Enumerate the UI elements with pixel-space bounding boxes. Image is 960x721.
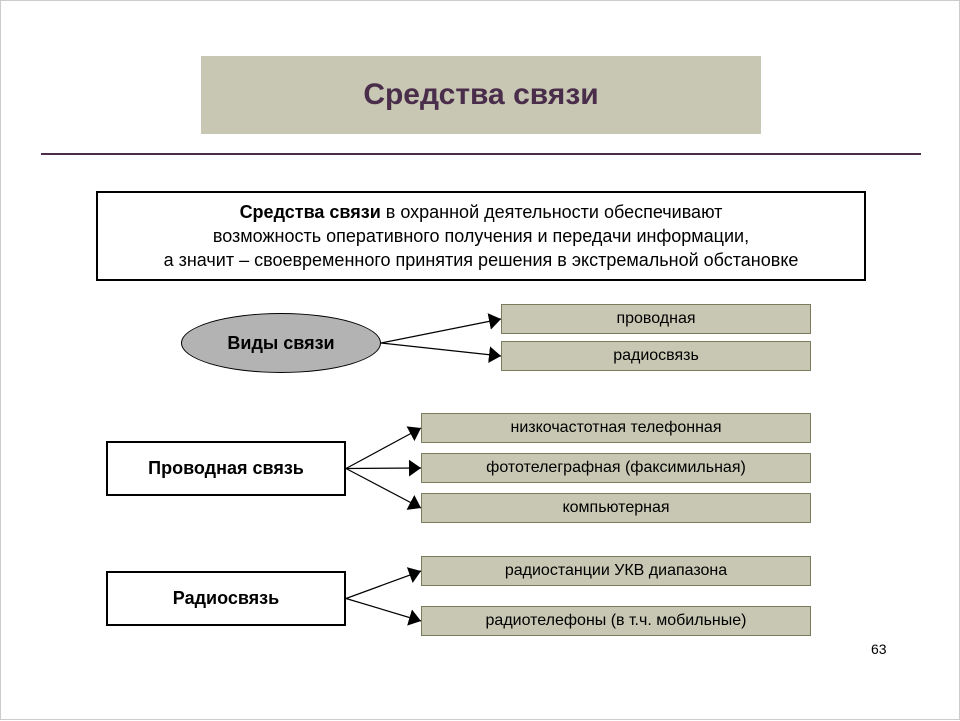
intro-lead: Средства связи (240, 202, 381, 222)
target-box-1-2: компьютерная (421, 493, 811, 523)
connector-0-1 (381, 343, 501, 356)
intro-line3: а значит – своевременного принятия решен… (108, 248, 854, 272)
target-box-1-1: фототелеграфная (факсимильная) (421, 453, 811, 483)
connector-2-0 (346, 571, 421, 599)
intro-box: Средства связи в охранной деятельности о… (96, 191, 866, 281)
connector-1-0 (346, 428, 421, 469)
intro-text: Средства связи в охранной деятельности о… (98, 194, 864, 279)
target-box-2-0: радиостанции УКВ диапазона (421, 556, 811, 586)
source-box-2: Радиосвязь (106, 571, 346, 626)
slide-title: Средства связи (201, 56, 761, 134)
connector-1-1 (346, 468, 421, 469)
slide-canvas: Средства связи Средства связи в охранной… (0, 0, 960, 720)
target-box-0-0: проводная (501, 304, 811, 334)
page-number: 63 (871, 641, 887, 657)
connector-0-0 (381, 319, 501, 343)
source-ellipse-0: Виды связи (181, 313, 381, 373)
divider (41, 153, 921, 155)
target-box-0-1: радиосвязь (501, 341, 811, 371)
connector-2-1 (346, 599, 421, 622)
slide-title-text: Средства связи (363, 78, 598, 112)
intro-rest1: в охранной деятельности обеспечивают (381, 202, 723, 222)
intro-line2: возможность оперативного получения и пер… (108, 224, 854, 248)
target-box-1-0: низкочастотная телефонная (421, 413, 811, 443)
target-box-2-1: радиотелефоны (в т.ч. мобильные) (421, 606, 811, 636)
connector-1-2 (346, 469, 421, 509)
source-box-1: Проводная связь (106, 441, 346, 496)
